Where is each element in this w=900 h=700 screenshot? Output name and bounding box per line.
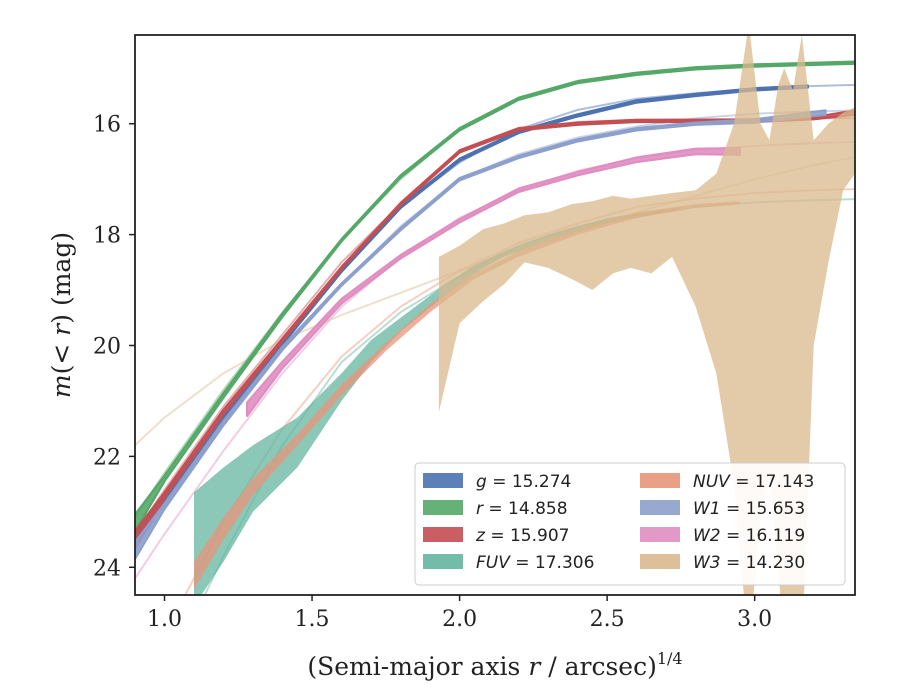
y-tick-label: 20 — [93, 334, 121, 359]
y-axis-title-func: m — [47, 374, 76, 398]
legend-value-z: = 15.907 — [485, 526, 570, 546]
legend-swatch-W2 — [640, 527, 680, 542]
legend-var-NUV: NUV — [693, 472, 731, 492]
x-tick-label: 2.5 — [590, 607, 625, 632]
legend-var-z: z — [475, 526, 486, 546]
legend-swatch-W3 — [640, 554, 680, 569]
legend-swatch-FUV — [423, 554, 463, 569]
y-tick-label: 18 — [93, 224, 121, 249]
x-axis-title: (Semi-major axis r / arcsec)1/4 — [307, 649, 682, 681]
legend-label-NUV: NUV = 17.143 — [693, 472, 814, 492]
legend-var-FUV: FUV — [476, 553, 511, 573]
x-tick-label: 1.0 — [147, 607, 182, 632]
legend-label-W3: W3 = 14.230 — [693, 553, 805, 573]
legend-swatch-g — [423, 473, 463, 488]
legend-swatch-z — [423, 527, 463, 542]
legend-value-W1: = 15.653 — [721, 499, 806, 519]
legend-label-z: z = 15.907 — [475, 526, 569, 546]
legend-value-g: = 15.274 — [487, 472, 572, 492]
y-axis-title-open: ( — [47, 365, 76, 375]
y-axis-title-unit: (mag) — [47, 232, 76, 314]
y-tick-label: 16 — [93, 113, 121, 138]
legend-value-FUV: = 17.306 — [510, 553, 595, 573]
legend-value-W3: = 14.230 — [721, 553, 806, 573]
series-W1-band — [135, 109, 827, 561]
y-tick-label: 22 — [93, 445, 121, 470]
legend-value-r: = 14.858 — [483, 499, 568, 519]
legend-box — [414, 462, 846, 586]
x-axis-title-prefix: (Semi-major axis — [307, 652, 528, 681]
legend-var-W3: W3 — [693, 553, 721, 573]
y-axis-title-close: ) — [47, 314, 76, 324]
x-tick-label: 2.0 — [442, 607, 477, 632]
legend-var-W1: W1 — [693, 499, 721, 519]
legend-swatch-NUV — [640, 473, 680, 488]
y-axis-title-var: < r — [47, 322, 76, 365]
x-axis-title-suffix: / arcsec) — [540, 652, 657, 681]
y-tick-label: 24 — [93, 556, 121, 581]
series-r-band — [135, 60, 855, 533]
x-tick-label: 3.0 — [737, 607, 772, 632]
legend-label-W1: W1 = 15.653 — [693, 499, 805, 519]
series-W3-band — [438, 35, 855, 595]
plot-frame — [134, 34, 856, 596]
x-tick-label: 1.5 — [295, 607, 330, 632]
legend-value-NUV: = 17.143 — [730, 472, 815, 492]
legend-label-g: g = 15.274 — [476, 472, 571, 492]
series-layer — [135, 35, 855, 595]
y-axis-title: m(< r) (mag) — [47, 232, 76, 398]
legend-label-FUV: FUV = 17.306 — [476, 553, 594, 573]
x-axis-title-power: 1/4 — [657, 649, 683, 668]
legend-label-W2: W2 = 16.119 — [693, 526, 805, 546]
legend-var-W2: W2 — [693, 526, 721, 546]
legend-var-g: g — [476, 472, 487, 492]
legend-label-r: r = 14.858 — [476, 499, 568, 519]
ticks-layer: 1.0 1.5 2.0 2.5 3.0 16 18 20 22 24 — [93, 113, 772, 632]
x-axis-title-var: r — [528, 652, 542, 681]
legend-swatch-r — [423, 500, 463, 515]
legend-value-W2: = 16.119 — [721, 526, 806, 546]
series-z-band — [135, 109, 855, 549]
legend-var-r: r — [476, 499, 484, 519]
legend-swatch-W1 — [640, 500, 680, 515]
